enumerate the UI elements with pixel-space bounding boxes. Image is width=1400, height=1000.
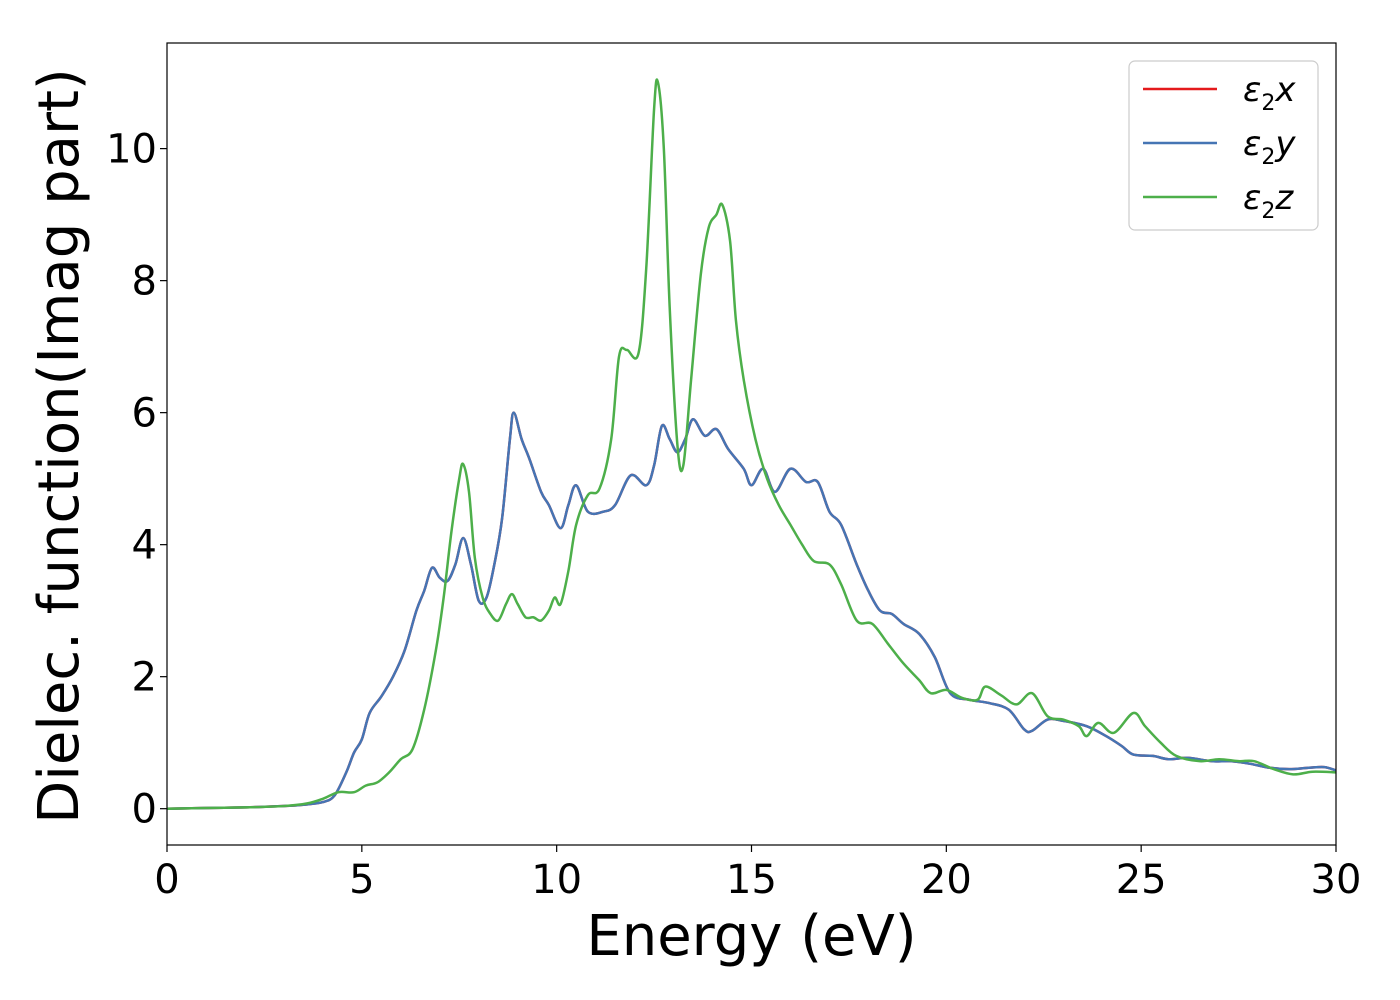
- series-layer: [166, 78, 1337, 810]
- y-tick-label: 4: [132, 523, 157, 569]
- legend-box: [1128, 60, 1319, 231]
- legend-label-x: ε2x: [1243, 70, 1296, 116]
- x-tick-label: 20: [921, 857, 972, 903]
- series-line-z: [166, 78, 1337, 810]
- legend-label-y: ε2y: [1243, 124, 1296, 170]
- x-tick-label: 15: [726, 857, 777, 903]
- x-axis: 0 5 10 15 20 25 30: [154, 845, 1361, 903]
- y-tick-label: 0: [132, 787, 157, 833]
- legend-label-z: ε2z: [1243, 178, 1294, 224]
- y-tick-label: 2: [132, 655, 157, 701]
- y-tick-label: 6: [132, 391, 157, 437]
- y-tick-label: 8: [132, 259, 157, 305]
- y-axis-title: Dielec. function(Imag part): [27, 68, 92, 824]
- x-tick-label: 5: [349, 857, 374, 903]
- y-axis: 0 2 4 6 8 10: [106, 127, 167, 833]
- x-tick-label: 25: [1116, 857, 1167, 903]
- x-tick-label: 30: [1311, 857, 1362, 903]
- x-tick-label: 0: [154, 857, 179, 903]
- legend: ε2x ε2y ε2z: [1128, 60, 1319, 231]
- y-tick-label: 10: [106, 127, 157, 173]
- x-tick-label: 10: [531, 857, 582, 903]
- x-axis-title: Energy (eV): [586, 904, 916, 969]
